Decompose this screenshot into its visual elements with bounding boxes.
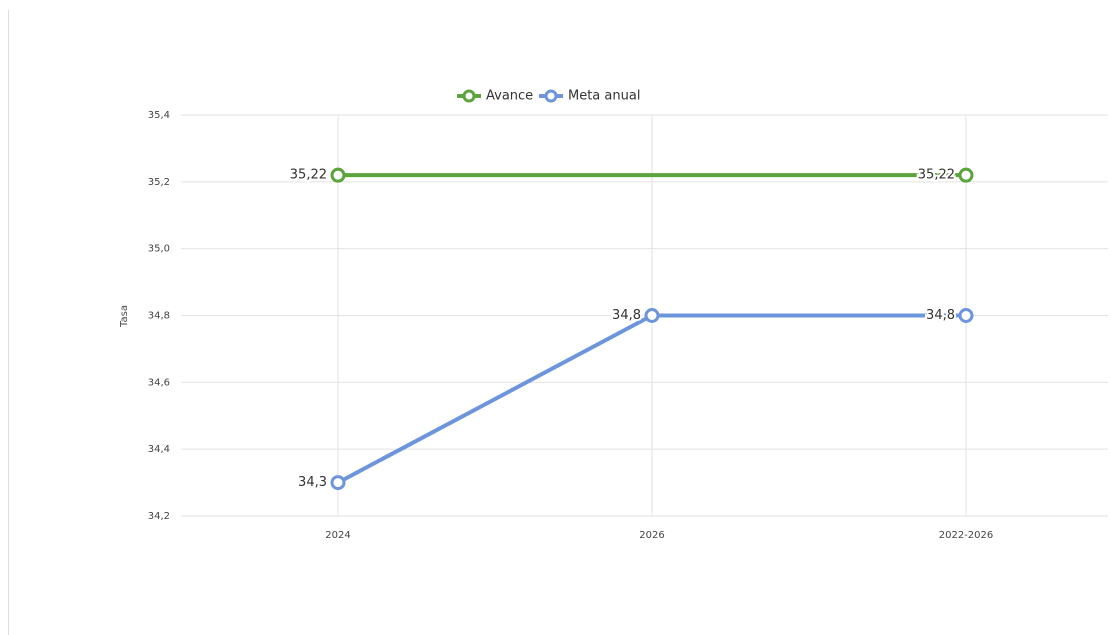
point-marker xyxy=(330,475,346,491)
point-marker xyxy=(330,167,346,183)
y-tick-label: 34,8 xyxy=(148,311,170,322)
x-tick-label: 2022-2026 xyxy=(939,530,994,541)
y-tick-label: 34,2 xyxy=(148,511,170,522)
x-tick-label: 2026 xyxy=(639,530,664,541)
point-marker xyxy=(644,308,660,323)
legend-marker xyxy=(544,89,558,103)
legend-label: Meta anual xyxy=(568,89,640,104)
y-tick-label: 35,0 xyxy=(148,244,170,255)
value-label: 35,22 xyxy=(918,168,955,183)
y-tick-label: 34,6 xyxy=(148,377,170,388)
point-marker xyxy=(958,308,974,323)
legend-marker xyxy=(462,89,476,103)
y-tick-label: 34,4 xyxy=(148,444,170,455)
value-label: 35,22 xyxy=(290,168,327,183)
value-label: 34,3 xyxy=(298,475,327,490)
y-tick-label: 35,2 xyxy=(148,177,170,188)
value-label: 34,8 xyxy=(612,308,641,323)
y-axis-label: Tasa xyxy=(119,305,130,328)
y-tick-label: 35,4 xyxy=(148,110,170,121)
legend-label: Avance xyxy=(486,89,533,104)
point-marker xyxy=(958,167,974,183)
value-label: 34,8 xyxy=(926,308,955,323)
x-tick-label: 2024 xyxy=(325,530,350,541)
